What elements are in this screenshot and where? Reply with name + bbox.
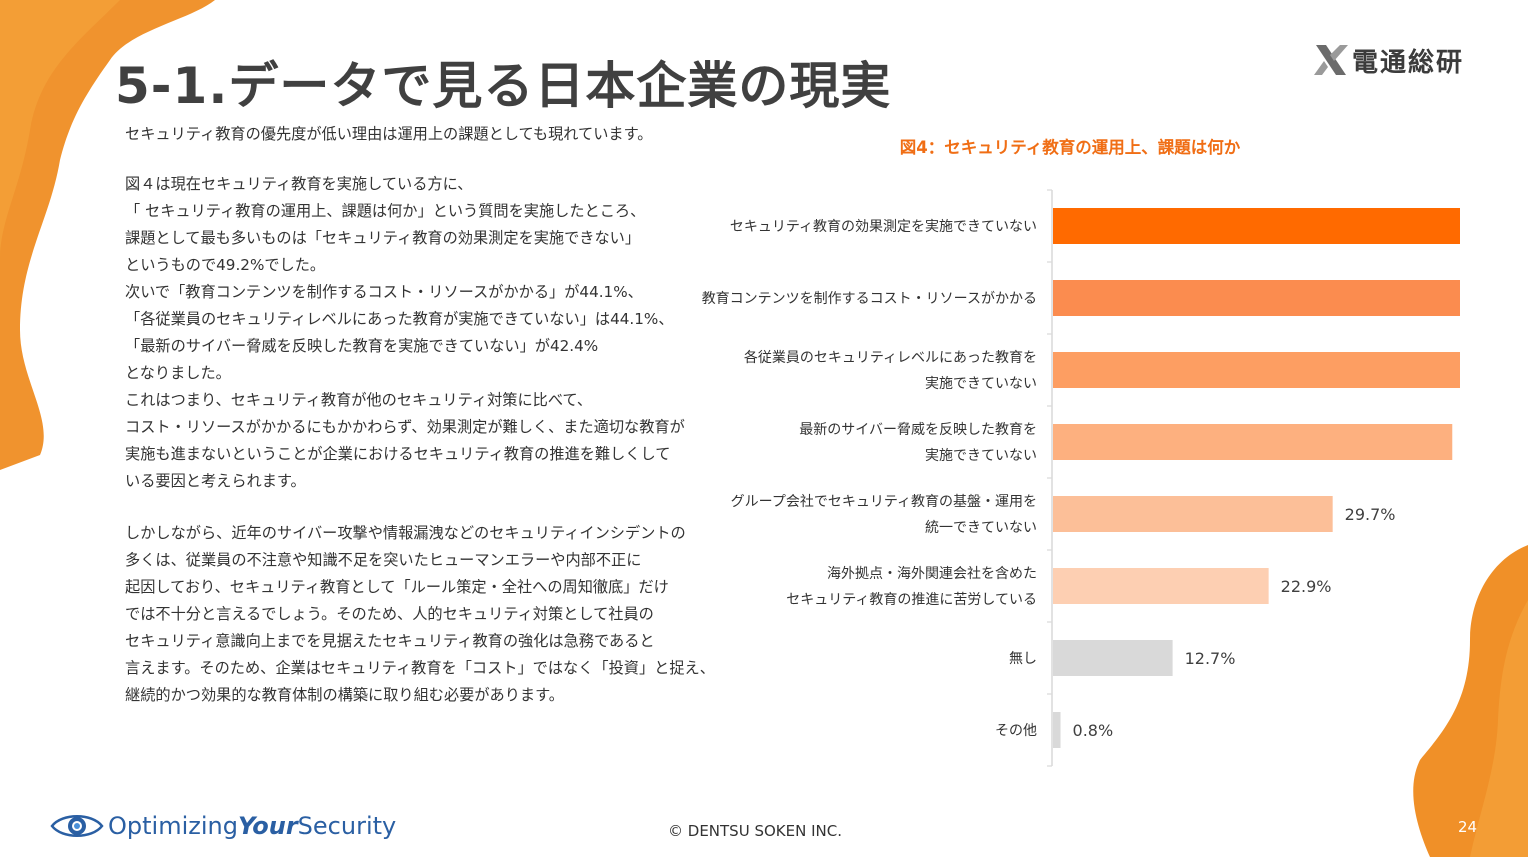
bar xyxy=(1053,280,1460,316)
text-line: セキュリティ意識向上までを見据えたセキュリティ教育の強化は急務であると xyxy=(125,632,655,650)
top-left-decor-shape xyxy=(0,0,215,470)
text-line: 多くは、従業員の不注意や知識不足を突いたヒューマンエラーや内部不正に xyxy=(125,551,642,569)
brand-x-icon xyxy=(1314,45,1348,75)
bar xyxy=(1053,496,1333,532)
bar-chart: 49.2%セキュリティ教育の効果測定を実施できていない44.1%教育コンテンツを… xyxy=(702,189,1460,767)
footer-logo-part2: Your xyxy=(237,812,298,840)
text-line: では不十分と言えるでしょう。そのため、人的セキュリティ対策として社員の xyxy=(125,605,654,623)
bar xyxy=(1053,568,1269,604)
conclusion-paragraph: しかしながら、近年のサイバー攻撃や情報漏洩などのセキュリティインシデントの 多く… xyxy=(125,520,725,709)
top-left-decor-highlight xyxy=(0,0,120,260)
category-label: 実施できていない xyxy=(925,376,1037,392)
text-line: 図４は現在セキュリティ教育を実施している方に、 xyxy=(125,175,473,193)
data-label: 29.7% xyxy=(1345,505,1396,524)
bottom-right-decor-highlight xyxy=(1470,600,1528,857)
brand-logo: 電通総研 xyxy=(1312,42,1464,78)
category-label: セキュリティ教育の効果測定を実施できていない xyxy=(730,219,1037,235)
data-label: 22.9% xyxy=(1281,577,1332,596)
data-label: 0.8% xyxy=(1073,721,1114,740)
text-line: これはつまり、セキュリティ教育が他のセキュリティ対策に比べて、 xyxy=(125,391,593,409)
text-line: 「各従業員のセキュリティレベルにあった教育が実施できていない」は44.1%、 xyxy=(125,310,674,328)
footer-logo-part1: Optimizing xyxy=(108,812,238,840)
text-line: しかしながら、近年のサイバー攻撃や情報漏洩などのセキュリティインシデントの xyxy=(125,524,686,542)
bar xyxy=(1053,640,1173,676)
data-label: 12.7% xyxy=(1185,649,1236,668)
slide-title: 5-1.データで見る日本企業の現実 xyxy=(115,57,892,115)
text-line: 課題として最も多いものは「セキュリティ教育の効果測定を実施できない」 xyxy=(125,229,641,247)
category-label: 統一できていない xyxy=(925,520,1037,536)
text-line: 「最新のサイバー脅威を反映した教育を実施できていない」が42.4% xyxy=(125,337,599,355)
text-line: 実施も進まないということが企業におけるセキュリティ教育の推進を難しくして xyxy=(125,445,671,463)
copyright-notice: © DENTSU SOKEN INC. xyxy=(668,822,842,840)
category-label: セキュリティ教育の推進に苦労している xyxy=(786,592,1037,608)
category-label: 実施できていない xyxy=(925,448,1037,464)
text-line: というもので49.2%でした。 xyxy=(125,256,326,274)
category-label: 無し xyxy=(1009,651,1037,667)
text-line: 次いで「教育コンテンツを制作するコスト・リソースがかかる」が44.1%、 xyxy=(125,283,643,301)
text-line: 言えます。そのため、企業はセキュリティ教育を「コスト」ではなく「投資」と捉え、 xyxy=(125,659,715,677)
text-line: となりました。 xyxy=(125,364,231,382)
page-number: 24 xyxy=(1458,818,1478,836)
category-label: 海外拠点・海外関連会社を含めた xyxy=(827,566,1037,582)
findings-paragraph: 図４は現在セキュリティ教育を実施している方に、 「 セキュリティ教育の運用上、課… xyxy=(125,171,725,495)
category-label: 各従業員のセキュリティレベルにあった教育を xyxy=(744,350,1037,366)
category-label: その他 xyxy=(995,723,1037,739)
brand-name: 電通総研 xyxy=(1352,47,1465,78)
category-label: 教育コンテンツを制作するコスト・リソースがかかる xyxy=(702,291,1037,307)
text-line: コスト・リソースがかかるにもかかわらず、効果測定が難しく、また適切な教育が xyxy=(125,418,685,436)
footer-logo-text: OptimizingYourSecurity xyxy=(108,812,396,840)
bar xyxy=(1053,712,1061,748)
footer-logo-part3: Security xyxy=(297,812,397,840)
chart-title: 図4：セキュリティ教育の運用上、課題は何か xyxy=(899,138,1241,157)
text-line: セキュリティ教育の優先度が低い理由は運用上の課題としても現れています。 xyxy=(125,125,653,143)
footer-logo: OptimizingYourSecurity xyxy=(50,810,396,842)
text-line: いる要因と考えられます。 xyxy=(125,472,306,490)
intro-paragraph: セキュリティ教育の優先度が低い理由は運用上の課題としても現れています。 xyxy=(125,121,725,148)
bar xyxy=(1053,208,1460,244)
text-line: 「 セキュリティ教育の運用上、課題は何か」という質問を実施したところ、 xyxy=(125,202,646,220)
bar xyxy=(1053,424,1453,460)
text-line: 起因しており、セキュリティ教育として「ルール策定・全社への周知徹底」だけ xyxy=(125,578,669,596)
eye-icon xyxy=(50,815,104,837)
category-label: グループ会社でセキュリティ教育の基盤・運用を xyxy=(731,493,1037,510)
text-line: 継続的かつ効果的な教育体制の構築に取り組む必要があります。 xyxy=(125,686,564,704)
bar xyxy=(1053,352,1460,388)
category-label: 最新のサイバー脅威を反映した教育を xyxy=(799,422,1037,438)
